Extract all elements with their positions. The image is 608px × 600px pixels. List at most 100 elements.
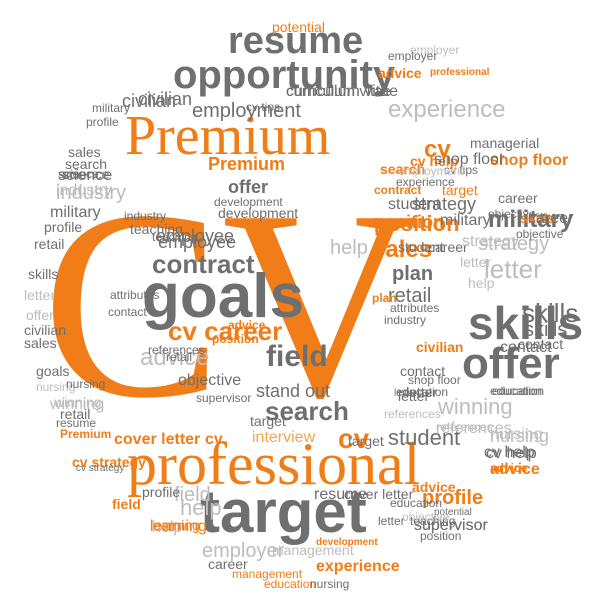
cloud-word: civilian bbox=[138, 89, 193, 109]
cloud-word: advice bbox=[140, 344, 210, 371]
cloud-word: science bbox=[62, 166, 110, 182]
cloud-word: target bbox=[250, 413, 286, 429]
cloud-word: strategy bbox=[412, 194, 477, 214]
cloud-word: strategy bbox=[462, 233, 519, 250]
cloud-word: curriculum vitae bbox=[286, 83, 399, 100]
cloud-word: cv career bbox=[168, 316, 283, 346]
cloud-word: employment bbox=[398, 164, 464, 178]
cloud-word: advice bbox=[378, 65, 422, 81]
cloud-word: interview bbox=[252, 429, 316, 446]
cloud-word: references bbox=[148, 343, 205, 357]
cloud-word: military bbox=[92, 101, 130, 115]
cloud-word: education bbox=[492, 384, 545, 398]
cloud-word: references bbox=[436, 420, 512, 437]
cloud-word: search bbox=[380, 161, 426, 177]
cloud-word: skills bbox=[28, 266, 59, 282]
cloud-word: learning bbox=[150, 518, 207, 535]
cloud-word: profile bbox=[86, 115, 119, 129]
cloud-word: objective bbox=[402, 510, 450, 524]
cloud-word: potential bbox=[272, 19, 325, 35]
cloud-word: field bbox=[112, 496, 141, 512]
cloud-word: contact bbox=[108, 305, 147, 319]
cloud-word: teaching bbox=[410, 514, 456, 528]
cloud-word: nursing bbox=[490, 426, 550, 446]
cloud-word: development bbox=[214, 195, 283, 209]
cloud-word: target bbox=[348, 433, 384, 449]
cloud-word: experience bbox=[316, 558, 400, 575]
cloud-word: letter bbox=[394, 388, 417, 399]
cloud-word: position bbox=[212, 332, 259, 346]
cloud-word: employer bbox=[388, 49, 438, 63]
cloud-word: attributes bbox=[110, 288, 160, 302]
cloud-word: plan bbox=[372, 291, 397, 305]
cloud-word: resume bbox=[314, 486, 368, 503]
cloud-word: shop floor bbox=[408, 373, 461, 387]
cloud-word: opportunity bbox=[173, 53, 396, 97]
cloud-word: professional bbox=[430, 67, 490, 78]
cloud-word: skills bbox=[468, 297, 584, 349]
cloud-word: industry bbox=[56, 182, 113, 199]
cloud-word: objective bbox=[488, 207, 536, 221]
cloud-word: development bbox=[218, 205, 299, 221]
cloud-word: winning bbox=[438, 394, 513, 419]
cloud-word: cv bbox=[205, 431, 223, 448]
cloud-word: employer bbox=[202, 540, 285, 562]
cloud-word: cv help bbox=[486, 445, 537, 462]
cloud-word: military bbox=[488, 206, 574, 233]
cloud-word: professional bbox=[127, 431, 421, 497]
cloud-word: supervisor bbox=[414, 517, 488, 534]
cloud-word: objective bbox=[516, 227, 564, 241]
cloud-word: letter bbox=[460, 254, 492, 270]
cloud-word: skills bbox=[520, 210, 556, 226]
cloud-word: letter bbox=[406, 384, 438, 400]
cloud-word: offer bbox=[26, 307, 54, 323]
cloud-word: sales bbox=[68, 144, 101, 160]
cloud-word: advice bbox=[412, 479, 456, 495]
cloud-word: learning bbox=[150, 517, 200, 533]
cloud-word: cv help bbox=[410, 153, 459, 169]
cloud-word: position bbox=[420, 529, 462, 543]
cloud-word: strategy bbox=[478, 233, 550, 255]
cloud-word: management bbox=[272, 542, 354, 558]
cloud-word: civilian bbox=[24, 322, 67, 338]
cloud-word: letter bbox=[24, 287, 56, 303]
cloud-word: skills bbox=[522, 298, 579, 328]
cloud-word: attributes bbox=[390, 301, 440, 315]
cloud-word: goals bbox=[142, 262, 304, 331]
cloud-word: military bbox=[440, 212, 491, 229]
cloud-word: supervisor bbox=[196, 391, 252, 405]
cloud-word: contact bbox=[500, 339, 552, 356]
cloud-word: letter bbox=[378, 514, 405, 528]
cloud-word: resume bbox=[228, 20, 364, 62]
cloud-word: cover letter bbox=[114, 431, 201, 448]
cloud-word: contract bbox=[374, 183, 422, 197]
cloud-word: search bbox=[265, 396, 349, 426]
cloud-word: career bbox=[428, 239, 468, 255]
cloud-word: employer bbox=[410, 43, 460, 57]
cloud-word: industry bbox=[56, 182, 127, 204]
cloud-word: employee bbox=[158, 232, 237, 252]
cloud-word: career bbox=[528, 210, 574, 227]
cloud-word: sales bbox=[24, 335, 57, 351]
cloud-word: employee bbox=[156, 226, 235, 246]
cloud-word: cover letter bbox=[344, 486, 414, 502]
cloud-word: science bbox=[58, 167, 113, 184]
cloud-word: advice bbox=[228, 318, 266, 332]
cloud-word: Premium bbox=[208, 154, 286, 174]
cloud-word: CV bbox=[42, 155, 418, 454]
cloud-word: curriculum vitae bbox=[286, 83, 392, 100]
cloud-word: military bbox=[50, 204, 101, 221]
cloud-word: nursing bbox=[490, 426, 543, 443]
cloud-word: supervisor bbox=[414, 517, 488, 534]
cloud-word: potential bbox=[434, 507, 472, 518]
cloud-word: target bbox=[200, 478, 367, 545]
cloud-word: offer bbox=[462, 339, 560, 388]
cloud-word: managerial bbox=[470, 135, 540, 151]
cloud-word: profile bbox=[44, 219, 83, 235]
cloud-word: retail bbox=[34, 236, 65, 252]
cloud-word: profile bbox=[142, 484, 181, 500]
cloud-word: management bbox=[232, 567, 303, 581]
cloud-word: position bbox=[374, 211, 460, 236]
cloud-word: nursing bbox=[36, 380, 76, 394]
cloud-word: letter bbox=[398, 388, 430, 404]
